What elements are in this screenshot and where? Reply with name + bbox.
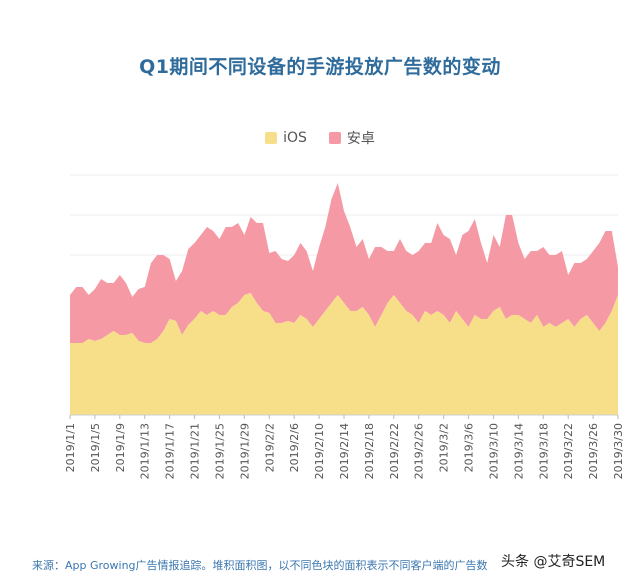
x-tick-label: 2019/3/14	[512, 423, 525, 479]
legend-swatch-ios	[265, 132, 278, 144]
area-android	[70, 183, 618, 343]
legend-item-ios[interactable]: iOS	[265, 128, 307, 148]
x-tick-label: 2019/3/6	[463, 423, 476, 472]
chart-title: Q1期间不同设备的手游投放广告数的变动	[139, 56, 501, 78]
area-ios	[70, 293, 618, 415]
x-tick-label: 2019/1/1	[64, 423, 77, 472]
x-tick-label: 2019/1/13	[139, 423, 152, 479]
x-tick-label: 2019/2/6	[288, 423, 301, 472]
x-tick-label: 2019/3/2	[438, 423, 451, 472]
x-tick-label: 2019/2/18	[363, 423, 376, 479]
legend-item-android[interactable]: 安卓	[328, 128, 375, 148]
watermark-text: 头条 @艾奇SEM	[498, 551, 609, 571]
x-tick-label: 2019/1/17	[164, 423, 177, 479]
chart-legend: iOS 安卓	[0, 128, 640, 148]
x-tick-label: 2019/3/26	[587, 423, 600, 479]
legend-label-ios: iOS	[283, 130, 307, 146]
legend-label-android: 安卓	[346, 131, 375, 147]
x-tick-label: 2019/2/14	[338, 423, 351, 479]
x-tick-label: 2019/3/10	[487, 423, 500, 479]
x-tick-label: 2019/3/30	[612, 423, 625, 479]
source-note: 来源：App Growing广告情报追踪。堆积面积图，以不同色块的面积表示不同客…	[32, 559, 488, 572]
x-tick-label: 2019/1/9	[114, 423, 127, 472]
x-axis-ticks: 2019/1/1 2019/1/5 2019/1/9 2019/1/13 2019/1/…	[64, 415, 625, 479]
x-tick-label: 2019/2/2	[263, 423, 276, 472]
x-tick-label: 2019/1/25	[213, 423, 226, 479]
x-tick-label: 2019/1/5	[89, 423, 102, 472]
x-tick-label: 2019/2/22	[388, 423, 401, 479]
x-tick-label: 2019/1/21	[189, 423, 202, 479]
x-tick-label: 2019/2/26	[413, 423, 426, 479]
x-tick-label: 2019/3/22	[562, 423, 575, 479]
x-tick-label: 2019/3/18	[537, 423, 550, 479]
x-tick-label: 2019/1/29	[238, 423, 251, 479]
legend-swatch-android	[328, 132, 341, 144]
x-tick-label: 2019/2/10	[313, 423, 326, 479]
